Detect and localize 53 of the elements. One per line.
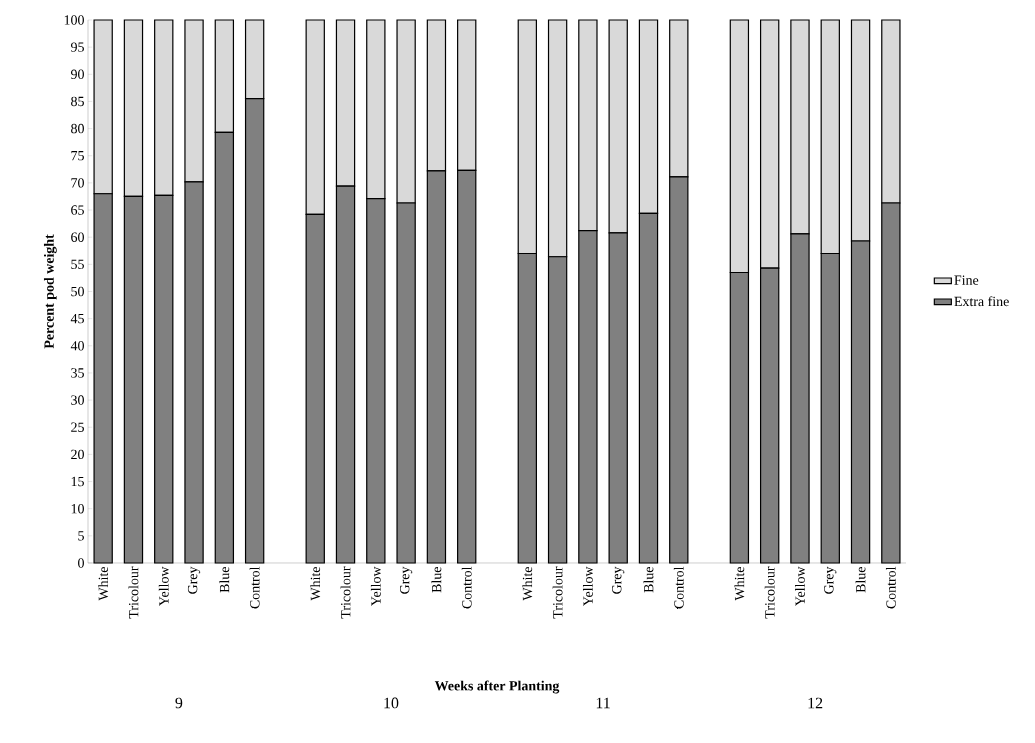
x-tick-label: White — [310, 566, 321, 601]
legend-label: Extra fine — [954, 296, 1009, 307]
y-tick-label: 0 — [78, 558, 84, 568]
x-tick-label: Yellow — [582, 566, 593, 607]
y-tick-label: 40 — [70, 341, 84, 351]
y-tick-label: 50 — [71, 286, 84, 297]
text: 9 — [175, 697, 183, 709]
x-tick-label: White — [522, 566, 533, 601]
text: 10 — [384, 697, 399, 709]
x-tick-label: Blue — [855, 566, 866, 593]
y-tick-label: 20 — [71, 449, 84, 460]
x-axis-title: Weeks after Planting — [434, 680, 560, 694]
x-tick-label: Blue — [219, 566, 230, 593]
text: 11 — [596, 697, 610, 709]
y-tick-label: 75 — [71, 151, 84, 161]
x-tick-label: Control — [885, 566, 896, 609]
x-tick-label: Yellow — [158, 566, 169, 607]
x-tick-label: Blue — [431, 566, 442, 593]
y-tick-label: 5 — [78, 531, 84, 541]
x-tick-label: Control — [249, 566, 260, 609]
legend-label: Fine — [954, 275, 979, 285]
x-tick-label: Grey — [824, 566, 837, 594]
y-tick-label: 85 — [71, 96, 84, 107]
x-tick-label: Control — [461, 566, 472, 609]
y-tick-label: 65 — [71, 205, 84, 215]
x-tick-label: Control — [673, 566, 684, 609]
x-tick-label: Blue — [643, 566, 654, 593]
x-tick-label: Yellow — [370, 566, 381, 607]
x-tick-label: Yellow — [795, 566, 805, 607]
y-tick-label: 55 — [71, 259, 84, 269]
y-tick-label: 90 — [70, 69, 84, 79]
x-tick-label: Grey — [612, 566, 625, 594]
x-tick-label: Tricolour — [552, 566, 563, 619]
y-tick-label: 15 — [71, 476, 84, 487]
y-tick-label: 60 — [71, 232, 84, 242]
text: 12 — [808, 697, 823, 709]
y-tick-label: 70 — [71, 178, 84, 188]
x-tick-label: Grey — [187, 566, 201, 594]
y-tick-label: 10 — [71, 503, 84, 514]
x-tick-label: Tricolour — [340, 566, 351, 619]
y-axis-title: Percent pod weight — [43, 234, 57, 349]
y-tick-label: 35 — [71, 368, 84, 378]
y-tick-label: 80 — [71, 123, 84, 134]
y-tick-label: 45 — [70, 313, 84, 324]
x-tick-label: White — [734, 566, 745, 601]
x-tick-label: Grey — [400, 566, 413, 594]
y-tick-label: 95 — [70, 42, 84, 52]
x-tick-label: Tricolour — [128, 566, 139, 619]
y-tick-label: 30 — [71, 395, 84, 405]
x-tick-label: White — [98, 566, 109, 601]
y-tick-label: 100 — [64, 15, 84, 25]
x-tick-label: Tricolour — [764, 566, 775, 619]
y-tick-label: 25 — [71, 422, 84, 432]
